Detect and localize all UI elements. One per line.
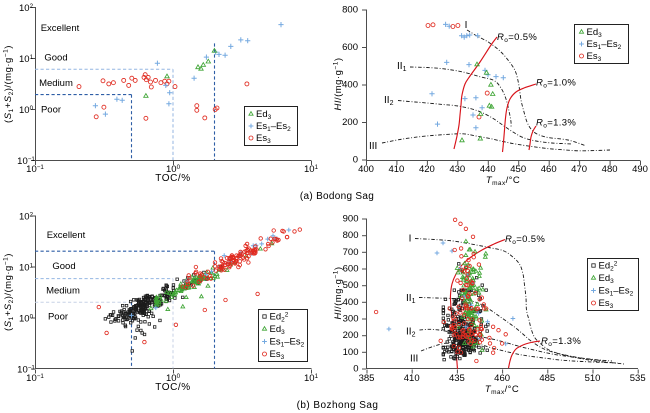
svg-text:400: 400 bbox=[342, 80, 358, 91]
svg-text:Es1–Es2: Es1–Es2 bbox=[587, 39, 622, 51]
svg-text:101: 101 bbox=[304, 164, 319, 175]
svg-text:Ro=0.5%: Ro=0.5% bbox=[505, 234, 545, 246]
svg-text:III: III bbox=[410, 354, 418, 365]
svg-text:500: 500 bbox=[343, 280, 359, 291]
svg-text:(a) Bodong Sag: (a) Bodong Sag bbox=[300, 191, 374, 202]
svg-text:Ro=1.3%: Ro=1.3% bbox=[541, 336, 581, 348]
svg-text:600: 600 bbox=[343, 264, 359, 275]
svg-text:200: 200 bbox=[342, 117, 358, 128]
svg-text:460: 460 bbox=[494, 373, 510, 384]
svg-text:Excellent: Excellent bbox=[47, 230, 86, 241]
svg-text:101: 101 bbox=[19, 54, 34, 65]
svg-text:II1: II1 bbox=[406, 293, 416, 305]
svg-text:410: 410 bbox=[404, 373, 420, 384]
svg-text:Ro=1.0%: Ro=1.0% bbox=[536, 78, 576, 90]
svg-text:Ro=1.3%: Ro=1.3% bbox=[536, 118, 576, 130]
svg-text:Medium: Medium bbox=[46, 286, 80, 297]
svg-text:300: 300 bbox=[343, 314, 359, 325]
svg-text:(S1+S2)/(mg·g−1): (S1+S2)/(mg·g−1) bbox=[3, 253, 16, 331]
svg-text:101: 101 bbox=[19, 262, 34, 273]
svg-text:385: 385 bbox=[359, 373, 375, 384]
svg-text:I: I bbox=[465, 20, 468, 31]
svg-text:800: 800 bbox=[342, 5, 358, 16]
svg-text:0: 0 bbox=[353, 364, 358, 375]
svg-text:102: 102 bbox=[19, 3, 34, 14]
svg-text:III: III bbox=[369, 141, 377, 152]
svg-text:102: 102 bbox=[19, 211, 34, 222]
svg-text:420: 420 bbox=[419, 164, 435, 175]
svg-text:400: 400 bbox=[343, 297, 359, 308]
svg-text:Tmax/°C: Tmax/°C bbox=[485, 384, 519, 396]
svg-text:Es1–Es2: Es1–Es2 bbox=[256, 121, 291, 133]
svg-text:600: 600 bbox=[342, 42, 358, 53]
svg-text:470: 470 bbox=[571, 164, 587, 175]
svg-text:Ro=0.5%: Ro=0.5% bbox=[497, 32, 537, 44]
svg-text:10−1: 10−1 bbox=[26, 373, 44, 384]
svg-text:II2: II2 bbox=[406, 327, 416, 339]
svg-text:Medium: Medium bbox=[39, 78, 73, 89]
svg-text:10−1: 10−1 bbox=[17, 364, 35, 375]
svg-text:Ed22: Ed22 bbox=[599, 261, 618, 273]
svg-text:Tmax/°C: Tmax/°C bbox=[486, 175, 520, 187]
svg-text:900: 900 bbox=[343, 214, 359, 225]
svg-text:TOC/%: TOC/% bbox=[155, 173, 191, 184]
svg-text:100: 100 bbox=[19, 313, 34, 324]
svg-text:535: 535 bbox=[630, 373, 646, 384]
svg-text:490: 490 bbox=[632, 164, 648, 175]
svg-text:II2: II2 bbox=[384, 95, 394, 107]
svg-text:510: 510 bbox=[585, 373, 601, 384]
svg-text:430: 430 bbox=[449, 164, 465, 175]
svg-text:Excellent: Excellent bbox=[41, 23, 80, 34]
svg-text:Good: Good bbox=[52, 261, 75, 272]
svg-text:TOC/%: TOC/% bbox=[155, 382, 191, 393]
svg-text:II1: II1 bbox=[397, 61, 407, 73]
svg-text:435: 435 bbox=[449, 373, 465, 384]
svg-text:200: 200 bbox=[343, 330, 359, 341]
svg-text:100: 100 bbox=[166, 164, 181, 175]
svg-text:Good: Good bbox=[44, 53, 67, 64]
svg-text:Poor: Poor bbox=[48, 312, 68, 323]
svg-text:450: 450 bbox=[510, 164, 526, 175]
svg-text:Ed22: Ed22 bbox=[270, 312, 289, 324]
svg-text:460: 460 bbox=[541, 164, 557, 175]
svg-text:480: 480 bbox=[602, 164, 618, 175]
svg-text:Es1–Es2: Es1–Es2 bbox=[270, 337, 305, 349]
svg-text:800: 800 bbox=[343, 230, 359, 241]
svg-text:400: 400 bbox=[358, 164, 374, 175]
svg-text:(S1+S2)/(mg·g−1): (S1+S2)/(mg·g−1) bbox=[3, 45, 16, 123]
svg-text:0: 0 bbox=[353, 155, 358, 166]
svg-text:10−1: 10−1 bbox=[17, 156, 35, 167]
svg-text:HI/(mg·g−1): HI/(mg·g−1) bbox=[333, 266, 345, 319]
svg-text:101: 101 bbox=[304, 373, 319, 384]
svg-text:I: I bbox=[409, 234, 412, 245]
svg-text:Poor: Poor bbox=[41, 105, 61, 116]
svg-text:700: 700 bbox=[343, 247, 359, 258]
svg-text:Es1–Es2: Es1–Es2 bbox=[599, 286, 634, 298]
svg-text:(b) Bozhong Sag: (b) Bozhong Sag bbox=[297, 400, 379, 411]
svg-text:410: 410 bbox=[388, 164, 404, 175]
svg-text:100: 100 bbox=[343, 347, 359, 358]
svg-text:100: 100 bbox=[19, 105, 34, 116]
svg-text:485: 485 bbox=[539, 373, 555, 384]
svg-text:440: 440 bbox=[480, 164, 496, 175]
svg-text:100: 100 bbox=[166, 373, 181, 384]
svg-text:HI/(mg·g−1): HI/(mg·g−1) bbox=[333, 57, 345, 110]
svg-text:10−1: 10−1 bbox=[26, 164, 44, 175]
